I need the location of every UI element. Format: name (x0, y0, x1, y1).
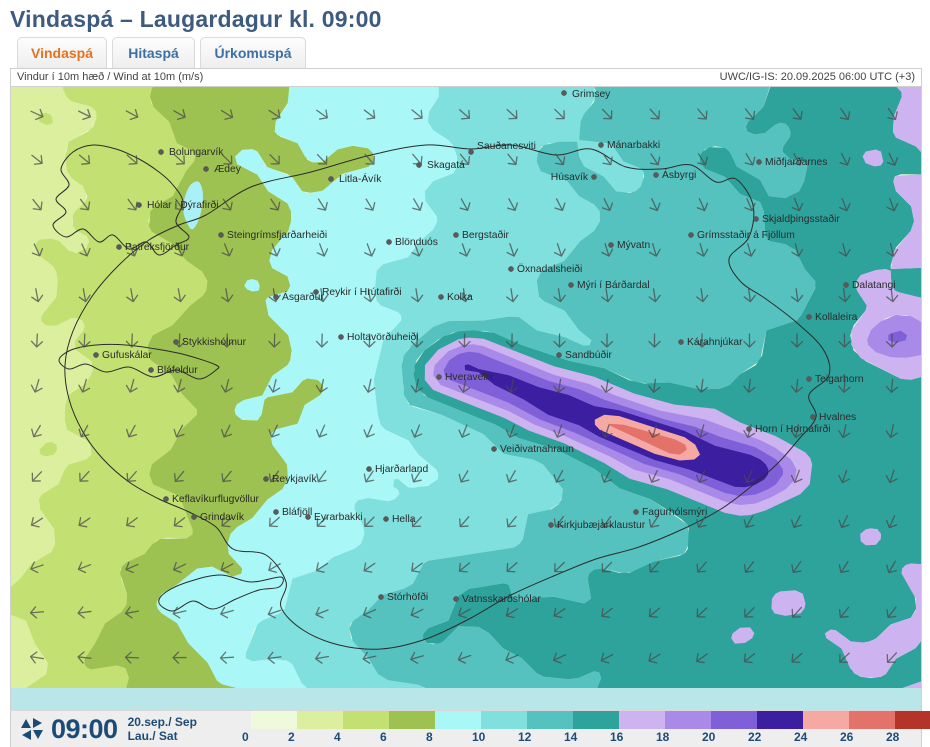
svg-text:Keflavíkurflugvöllur: Keflavíkurflugvöllur (172, 494, 260, 505)
svg-text:Fagurhólsmýri: Fagurhólsmýri (642, 507, 707, 518)
svg-text:Reykir í Hrútafirði: Reykir í Hrútafirði (322, 286, 402, 298)
svg-text:Hjarðarland: Hjarðarland (375, 463, 429, 475)
svg-text:Grimsey: Grimsey (572, 89, 611, 100)
svg-text:Mýri í Bárðardal: Mýri í Bárðardal (577, 279, 650, 291)
svg-text:Gufuskálar: Gufuskálar (102, 350, 152, 361)
svg-text:Mánarbakki: Mánarbakki (607, 140, 660, 151)
svg-text:Patreksfjörður: Patreksfjörður (125, 241, 190, 253)
svg-text:Stykkishólmur: Stykkishólmur (182, 337, 247, 348)
svg-text:Hella: Hella (392, 514, 416, 525)
svg-text:Eyrarbakki: Eyrarbakki (314, 512, 363, 523)
svg-text:Vatnsskarðshólar: Vatnsskarðshólar (462, 593, 541, 605)
svg-text:Litla-Ávík: Litla-Ávík (339, 172, 382, 185)
svg-text:Hveravellir: Hveravellir (445, 372, 494, 383)
svg-text:Hvalnes: Hvalnes (819, 412, 856, 423)
svg-text:Húsavík: Húsavík (551, 172, 589, 183)
svg-text:Bláfeldur: Bláfeldur (157, 365, 198, 376)
svg-text:Öxnadalsheiði: Öxnadalsheiði (517, 263, 582, 275)
svg-text:Stórhöfði: Stórhöfði (387, 591, 428, 603)
svg-text:Steingrímsfjarðarheiði: Steingrímsfjarðarheiði (227, 229, 327, 241)
svg-text:Kárahnjúkar: Kárahnjúkar (687, 337, 743, 348)
svg-text:Kollaleira: Kollaleira (815, 312, 858, 323)
svg-text:Grindavík: Grindavík (200, 512, 245, 523)
svg-text:Reykjavík: Reykjavík (272, 474, 317, 485)
svg-text:Teigarhorn: Teigarhorn (815, 374, 864, 385)
svg-text:Holtavörðuheiði: Holtavörðuheiði (347, 331, 419, 343)
svg-text:Hólar í Dýrafirði: Hólar í Dýrafirði (147, 199, 219, 211)
svg-text:Grímsstaðir á Fjöllum: Grímsstaðir á Fjöllum (697, 229, 795, 241)
svg-text:Miðfjarðarnes: Miðfjarðarnes (765, 156, 827, 168)
svg-text:Kirkjubæjarklaustur: Kirkjubæjarklaustur (557, 520, 646, 531)
svg-text:Blönduós: Blönduós (395, 237, 438, 248)
svg-text:Kolka: Kolka (447, 292, 473, 303)
svg-text:Dalatangi: Dalatangi (852, 280, 896, 291)
svg-text:Bergstaðir: Bergstaðir (462, 229, 510, 241)
svg-text:Ædey: Ædey (214, 164, 242, 175)
svg-text:Horn í Hornafirði: Horn í Hornafirði (755, 423, 831, 435)
svg-text:Skagatá: Skagatá (427, 160, 465, 171)
svg-text:Bolungarvík: Bolungarvík (169, 147, 224, 158)
svg-text:Mývatn: Mývatn (617, 240, 650, 251)
svg-text:Skjaldþingsstaðir: Skjaldþingsstaðir (762, 213, 840, 225)
svg-text:Sauðanesviti: Sauðanesviti (477, 140, 536, 152)
svg-text:Ásbyrgi: Ásbyrgi (662, 168, 696, 181)
svg-text:Sandbúðir: Sandbúðir (565, 349, 613, 361)
svg-text:Veiðivatnahraun: Veiðivatnahraun (500, 443, 574, 455)
